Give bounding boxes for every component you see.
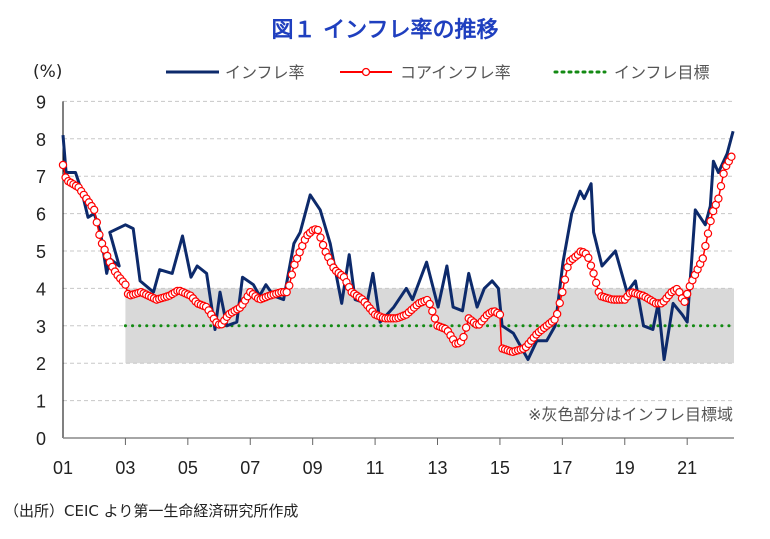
x-tick-label: 03 (115, 458, 135, 478)
core-point (316, 233, 325, 242)
y-tick-label: 5 (36, 242, 46, 262)
core-point (591, 278, 601, 287)
y-tick-label: 1 (36, 392, 46, 412)
core-point (459, 332, 468, 342)
core-point (589, 269, 598, 278)
band-note: ※灰色部分はインフレ目標域 (528, 405, 733, 424)
core-point (425, 299, 434, 309)
core-point (680, 297, 689, 307)
core-point (121, 280, 130, 289)
legend-target-label: インフレ目標 (614, 63, 710, 82)
chart-title: 図１ インフレ率の推移 (271, 18, 499, 43)
core-point (95, 230, 104, 239)
y-tick-label: 9 (36, 92, 46, 112)
core-point (586, 261, 596, 270)
x-tick-label: 11 (366, 458, 385, 478)
y-tick-label: 4 (36, 279, 46, 299)
core-point (716, 181, 726, 191)
core-point (719, 169, 728, 178)
x-tick-label: 09 (303, 458, 323, 478)
core-point (428, 307, 437, 316)
y-axis-label: (%) (33, 62, 63, 82)
y-tick-label: 3 (36, 317, 46, 337)
core-point (706, 216, 715, 226)
core-point (313, 225, 323, 235)
core-point (430, 314, 440, 323)
core-point (495, 310, 505, 319)
core-point (703, 229, 713, 238)
y-tick-label: 7 (36, 167, 46, 187)
core-point (318, 240, 328, 250)
x-tick-label: 13 (427, 458, 447, 478)
legend-inflation-label: インフレ率 (225, 63, 305, 82)
x-tick-label: 21 (677, 458, 697, 478)
core-point (552, 309, 562, 319)
core-point (727, 152, 736, 161)
x-tick-label: 17 (552, 458, 572, 478)
core-point (682, 289, 692, 299)
series-inflation-line (61, 130, 735, 361)
core-point (92, 218, 102, 227)
core-point (58, 160, 68, 170)
legend-core-label: コアインフレ率 (400, 63, 511, 82)
core-point (560, 275, 570, 284)
core-point (461, 323, 471, 332)
core-point (714, 194, 723, 203)
core-point (584, 253, 593, 263)
x-tick-label: 07 (240, 458, 260, 478)
y-tick-label: 8 (36, 130, 46, 150)
core-point (558, 287, 567, 297)
core-point (90, 205, 99, 215)
legend-core-marker (361, 67, 371, 77)
x-tick-label: 05 (178, 458, 198, 478)
x-tick-label: 01 (53, 458, 73, 478)
core-point (701, 241, 710, 251)
legend: インフレ率 コアインフレ率 インフレ目標 (166, 63, 710, 82)
y-tick-label: 2 (36, 354, 46, 374)
core-point (287, 270, 297, 279)
x-tick-label: 15 (490, 458, 510, 478)
core-point (698, 254, 707, 263)
source-note: （出所）CEIC より第一生命経済研究所作成 (4, 502, 299, 520)
core-point (555, 298, 564, 308)
core-point (285, 281, 294, 290)
y-tick-label: 6 (36, 205, 46, 225)
x-tick-label: 19 (615, 458, 635, 478)
y-tick-label: 0 (36, 429, 46, 449)
